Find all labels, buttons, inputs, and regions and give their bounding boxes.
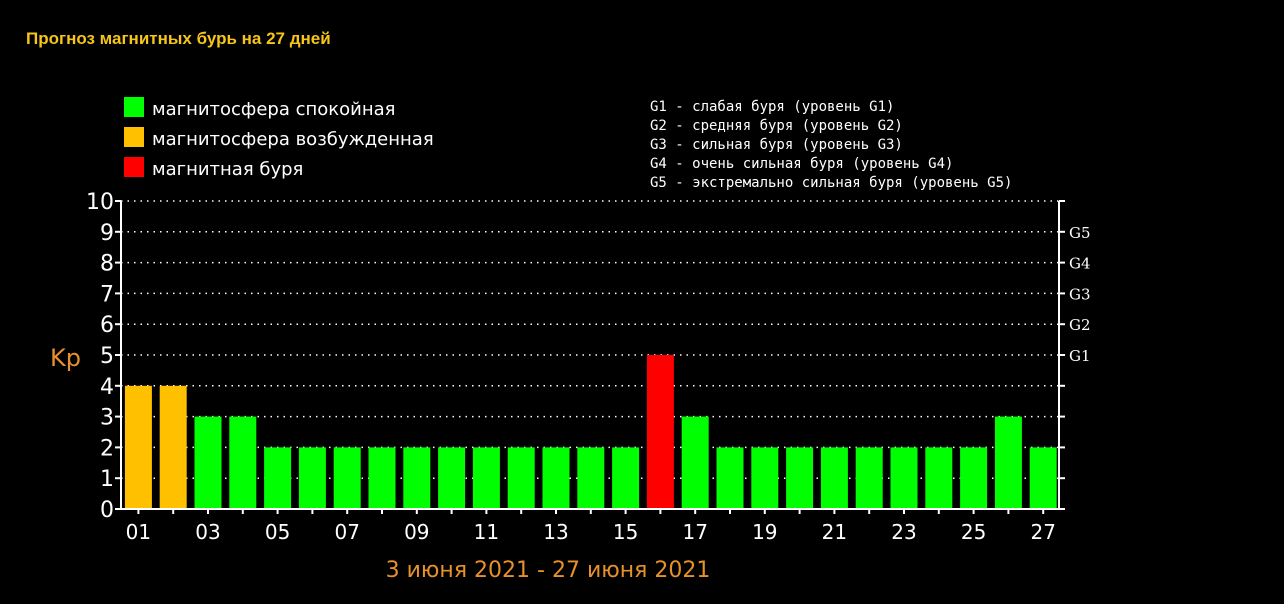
storm-level-g5: G5 - экстремально сильная буря (уровень … [650,175,1012,191]
legend-label-excited: магнитосфера возбужденная [152,129,434,150]
legend-swatch-calm [124,97,144,117]
axes [115,200,1065,514]
bar-day-23 [890,447,918,509]
bar-day-4 [229,416,257,509]
y-tick-label: 6 [100,313,114,338]
legend: магнитосфера спокойная магнитосфера возб… [124,97,434,180]
x-tick-label: 07 [334,520,359,544]
bar-day-25 [960,447,988,509]
right-tick-label-g3: G3 [1069,285,1091,303]
right-tick-label-g4: G4 [1069,255,1091,273]
bar-day-3 [194,416,222,509]
x-tick-label: 27 [1030,520,1055,544]
bar-day-8 [368,447,396,509]
bar-day-24 [925,447,953,509]
storm-level-g2: G2 - средняя буря (уровень G2) [650,118,903,134]
bar-day-20 [786,447,814,509]
bars [124,355,1057,509]
y-tick-label: 7 [100,282,114,307]
bar-day-10 [438,447,466,509]
bar-day-15 [612,447,640,509]
bar-day-19 [751,447,779,509]
bar-day-2 [159,385,187,509]
x-tick-label: 17 [682,520,707,544]
x-tick-label: 13 [543,520,568,544]
date-range-label: 3 июня 2021 - 27 июня 2021 [386,558,711,583]
x-tick-label: 19 [752,520,777,544]
bar-day-21 [820,447,848,509]
bar-day-26 [994,416,1022,509]
bar-day-18 [716,447,744,509]
bar-day-7 [333,447,361,509]
right-axis-storm-ticks: G1 G2 G3 G4 G5 [1069,224,1091,365]
y-tick-label: 5 [100,344,114,369]
x-tick-label: 01 [126,520,151,544]
bar-day-1 [124,385,152,509]
y-tick-label: 9 [100,221,114,246]
y-tick-label: 0 [100,498,114,523]
bar-day-5 [264,447,292,509]
bar-day-17 [681,416,709,509]
legend-label-storm: магнитная буря [152,159,303,180]
legend-swatch-storm [124,157,144,177]
legend-swatch-excited [124,127,144,147]
y-tick-label: 2 [100,436,114,461]
bar-day-16 [646,355,674,509]
y-axis-label: Kp [50,344,81,372]
x-axis-ticks: 01 03 05 07 09 11 13 15 17 19 21 23 25 27 [126,520,1056,544]
y-tick-label: 1 [100,467,114,492]
right-tick-label-g2: G2 [1069,316,1091,334]
right-tick-label-g5: G5 [1069,224,1091,242]
bar-day-22 [855,447,883,509]
x-tick-label: 15 [613,520,638,544]
bar-day-6 [298,447,326,509]
storm-level-g1: G1 - слабая буря (уровень G1) [650,99,894,115]
bar-day-14 [577,447,605,509]
storm-levels-list: G1 - слабая буря (уровень G1) G2 - средн… [650,99,1012,191]
y-tick-label: 4 [100,375,114,400]
x-tick-label: 11 [474,520,499,544]
bar-day-9 [403,447,431,509]
legend-label-calm: магнитосфера спокойная [152,99,395,120]
bar-day-13 [542,447,570,509]
x-tick-label: 09 [404,520,429,544]
x-tick-label: 25 [961,520,986,544]
y-tick-label: 10 [86,190,114,215]
right-tick-label-g1: G1 [1069,347,1091,365]
y-axis-ticks: 0 1 2 3 4 5 6 7 8 9 10 [86,190,114,523]
storm-level-g4: G4 - очень сильная буря (уровень G4) [650,156,953,172]
y-tick-label: 3 [100,406,114,431]
gridlines [121,200,1059,479]
x-tick-label: 21 [822,520,847,544]
x-tick-label: 05 [265,520,290,544]
y-tick-label: 8 [100,252,114,277]
storm-level-g3: G3 - сильная буря (уровень G3) [650,137,903,153]
x-tick-label: 03 [195,520,220,544]
bar-day-11 [472,447,500,509]
page-title: Прогноз магнитных бурь на 27 дней [26,29,331,48]
bar-day-12 [507,447,535,509]
bar-day-27 [1029,447,1057,509]
x-tick-label: 23 [891,520,916,544]
